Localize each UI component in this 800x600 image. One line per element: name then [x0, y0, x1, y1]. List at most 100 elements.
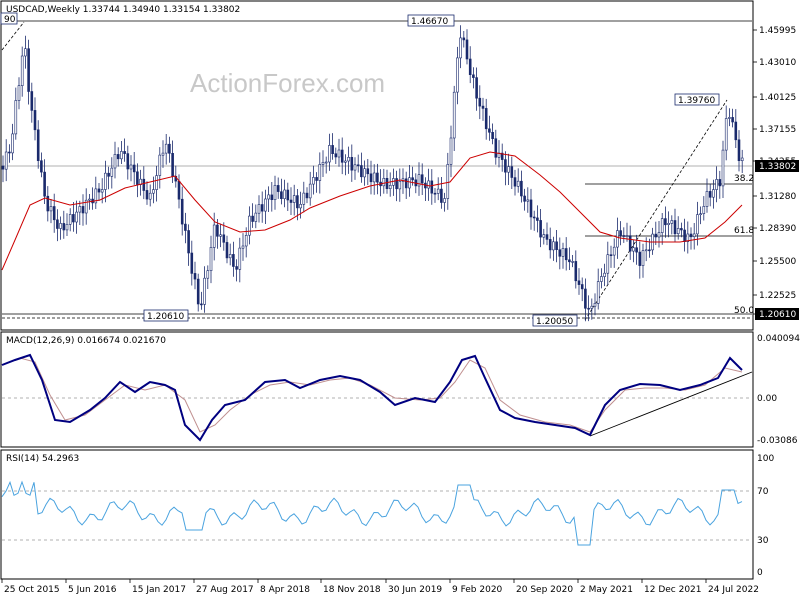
candle-body	[225, 242, 229, 259]
overlay-group	[1, 151, 743, 546]
candle-body	[398, 181, 402, 190]
candle-body	[667, 223, 670, 226]
candle-body	[555, 241, 558, 251]
price-tick-label: 1.43010	[759, 58, 796, 68]
watermark: ActionForex.com	[190, 68, 385, 98]
candle-body	[126, 153, 130, 170]
candle-body	[548, 239, 552, 251]
candle-body	[72, 214, 75, 223]
candle-body	[209, 247, 213, 271]
candle-body	[257, 204, 261, 214]
candle-body	[433, 192, 437, 195]
candle-body	[712, 189, 715, 198]
moving-average-line	[1, 151, 743, 271]
level-box	[755, 308, 799, 320]
candle-body	[49, 206, 53, 212]
candle-body	[507, 166, 510, 173]
candle-body	[673, 220, 677, 235]
candle-body	[590, 305, 594, 309]
rsi-line	[1, 480, 743, 546]
candle-body	[180, 198, 184, 225]
candle-body	[8, 151, 11, 154]
candle-body	[46, 195, 50, 212]
candle-body	[593, 302, 597, 307]
candle-body	[196, 278, 200, 305]
candle-body	[337, 149, 341, 158]
candle-body	[504, 159, 507, 173]
candle-body	[523, 195, 526, 202]
candle-body	[14, 100, 18, 135]
candle-body	[395, 178, 398, 190]
candle-body	[452, 91, 456, 139]
candle-body	[84, 199, 88, 214]
candle-body	[702, 206, 706, 214]
candle-body	[356, 164, 360, 167]
candle-body	[686, 233, 690, 242]
candle-body	[494, 138, 498, 158]
candle-body	[491, 132, 494, 140]
price-annotation-label: 1.20610	[147, 312, 184, 322]
candle-body	[100, 189, 104, 193]
macd-tick-label: -0.03086	[757, 436, 798, 446]
candle-body	[561, 248, 565, 257]
candle-body	[513, 177, 517, 187]
candle-body	[78, 206, 82, 213]
candle-body	[689, 233, 693, 238]
candle-body	[148, 192, 152, 200]
candle-body	[529, 199, 533, 218]
candle-body	[628, 235, 632, 252]
candle-body	[715, 179, 718, 190]
candle-body	[27, 48, 30, 92]
candle-body	[728, 117, 731, 119]
candle-body	[286, 189, 290, 201]
x-tick-label: 30 Jun 2019	[388, 585, 442, 595]
rsi-panel-frame	[0, 449, 754, 580]
candle-body	[158, 154, 162, 176]
candle-body	[708, 191, 712, 198]
candle-body	[254, 212, 258, 222]
candle-body	[737, 139, 741, 162]
candle-body	[680, 228, 683, 231]
candle-body	[308, 183, 312, 199]
candle-body	[36, 129, 40, 162]
candle-body	[206, 270, 210, 279]
price-tick-label: 1.25500	[759, 257, 796, 267]
macd-panel-frame	[0, 331, 754, 448]
candle-body	[376, 172, 379, 183]
candle-body	[289, 199, 293, 203]
candle-body	[59, 223, 62, 229]
candle-body	[152, 189, 155, 194]
candle-body	[164, 143, 168, 154]
candle-body	[440, 188, 443, 203]
candle-body	[324, 161, 328, 164]
candle-body	[145, 190, 149, 200]
candle-body	[385, 178, 389, 190]
x-tick-label: 24 Jul 2022	[708, 585, 759, 595]
candle-body	[456, 57, 459, 93]
candle-body	[721, 149, 725, 187]
candle-body	[104, 172, 107, 190]
price-tick-label: 1.40125	[759, 93, 796, 103]
price-title: USDCAD,Weekly 1.33744 1.34940 1.33154 1.…	[6, 5, 240, 15]
price-tick-label: 1.31280	[759, 192, 796, 202]
candle-body	[347, 157, 350, 162]
candle-body	[30, 91, 34, 111]
candle-body	[369, 173, 373, 183]
macd-trend-line	[589, 371, 753, 437]
price-annotation-box	[0, 12, 18, 25]
x-tick-label: 15 Jan 2017	[132, 585, 186, 595]
candle-body	[276, 185, 280, 192]
candle-body	[190, 252, 194, 274]
candle-body	[696, 214, 699, 235]
trend-line-start	[1, 21, 25, 51]
candle-body	[520, 180, 523, 197]
candle-body	[142, 178, 146, 191]
candle-body	[107, 172, 110, 177]
candle-body	[315, 177, 318, 181]
candle-body	[238, 247, 242, 270]
candle-body	[632, 247, 635, 252]
x-tick-label: 25 Oct 2015	[4, 585, 60, 595]
candle-body	[273, 185, 277, 200]
candle-body	[200, 303, 203, 306]
